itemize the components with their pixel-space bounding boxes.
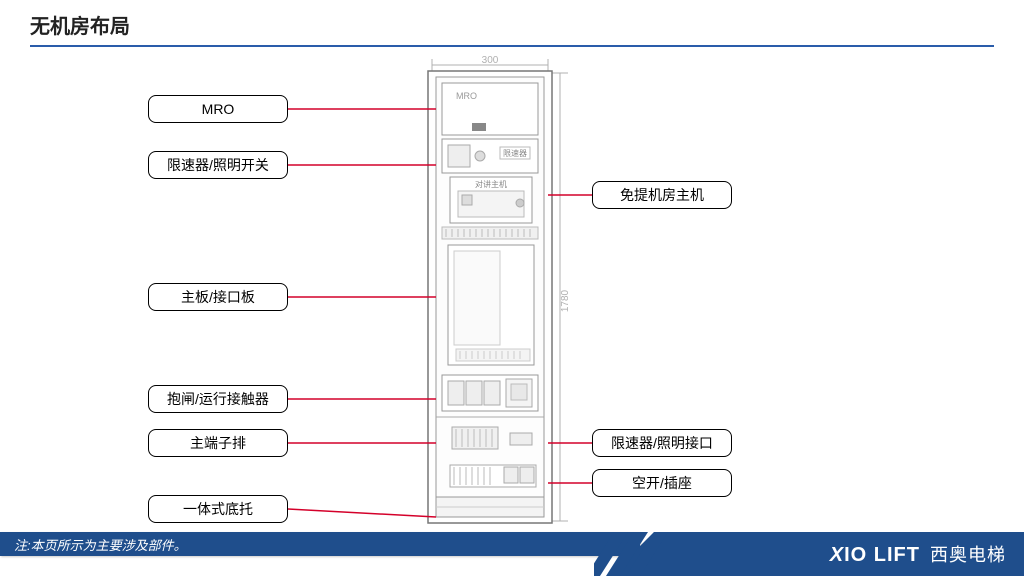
cabinet-mro-text: MRO [456, 91, 477, 101]
footer: 注:本页所示为主要涉及部件。 XIO LIFT 西奥电梯 [0, 532, 1024, 576]
note-text: 注:本页所示为主要涉及部件。 [14, 538, 187, 553]
label-right-1: 限速器/照明接口 [592, 429, 732, 457]
title-bar: 无机房布局 [0, 0, 1024, 53]
label-left-2: 主板/接口板 [148, 283, 288, 311]
page-title: 无机房布局 [30, 10, 994, 39]
dim-height-label: 1780 [560, 289, 571, 312]
label-right-0: 免提机房主机 [592, 181, 732, 209]
label-left-0: MRO [148, 95, 288, 123]
note-bar: 注:本页所示为主要涉及部件。 [0, 532, 640, 556]
page-root: 无机房布局 300 1780 [0, 0, 1024, 576]
label-left-5: 一体式底托 [148, 495, 288, 523]
cabinet-phone-text: 对讲主机 [475, 179, 507, 189]
cabinet-osg-text: 限速器 [503, 149, 527, 158]
title-rule [30, 45, 994, 47]
brand-strip: XIO LIFT 西奥电梯 [594, 532, 1024, 576]
label-right-2: 空开/插座 [592, 469, 732, 497]
label-left-3: 抱闸/运行接触器 [148, 385, 288, 413]
brand-cn: 西奥电梯 [930, 541, 1006, 567]
brand-text: XIO LIFT 西奥电梯 [830, 541, 1006, 567]
dim-width-label: 300 [482, 55, 499, 66]
label-left-1: 限速器/照明开关 [148, 151, 288, 179]
label-left-4: 主端子排 [148, 429, 288, 457]
diagram-area: 300 1780 MRO 限速器 [0, 53, 1024, 529]
brand-slashes-icon [594, 532, 694, 576]
brand-en: XIO LIFT [830, 544, 920, 567]
cabinet: MRO 限速器 对讲主机 [428, 71, 552, 523]
